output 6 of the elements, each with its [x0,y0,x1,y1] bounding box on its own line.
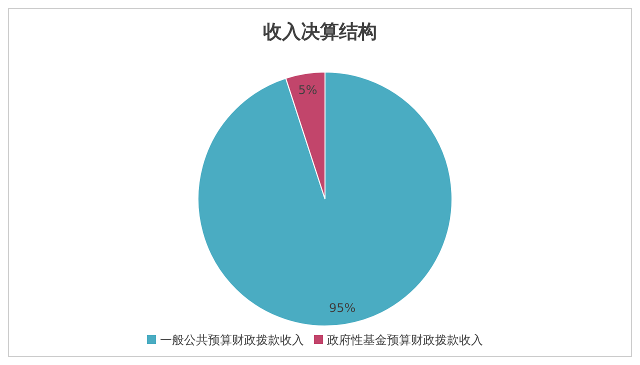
data-label: 5% [298,82,318,97]
pie-slice [198,72,452,326]
legend-label: 政府性基金预算财政拨款收入 [327,333,483,347]
chart-title: 收入决算结构 [262,20,378,45]
legend-label: 一般公共预算财政拨款收入 [160,333,304,347]
data-label: 95% [328,301,356,316]
